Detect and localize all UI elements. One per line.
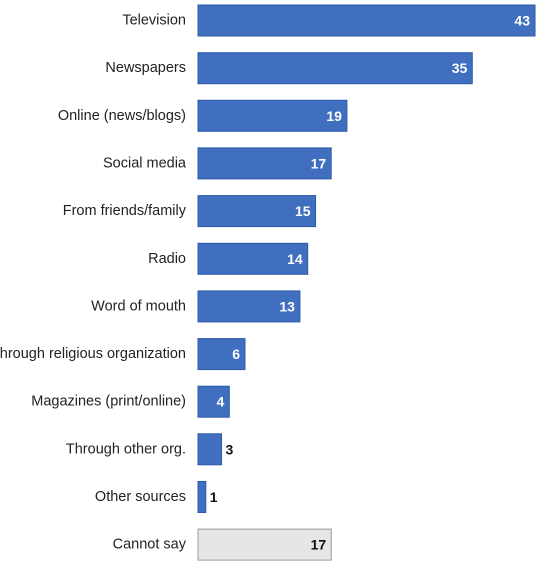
bar-online-news-blogs (197, 99, 348, 132)
value-label-newspapers: 35 (452, 60, 468, 76)
value-label-through-other-org: 3 (226, 441, 234, 457)
bar-other-sources (197, 481, 207, 513)
value-label-radio: 14 (287, 251, 303, 267)
value-label-magazines-print-online: 4 (217, 394, 225, 410)
value-label-word-of-mouth: 13 (279, 298, 295, 314)
category-label-cannot-say: Cannot say (113, 537, 187, 553)
category-label-online-news-blogs: Online (news/blogs) (58, 108, 186, 124)
value-label-online-news-blogs: 19 (326, 108, 342, 124)
category-label-radio: Radio (148, 251, 186, 267)
category-label-social-media: Social media (103, 155, 187, 171)
bar-social-media (197, 147, 332, 180)
bar-television (197, 4, 536, 37)
value-label-television: 43 (514, 13, 530, 29)
category-label-through-religious-organization: Through religious organization (0, 346, 186, 362)
bar-word-of-mouth (197, 290, 301, 323)
category-label-other-sources: Other sources (95, 489, 186, 505)
value-label-other-sources: 1 (210, 489, 218, 505)
value-label-cannot-say: 17 (311, 537, 327, 553)
category-label-newspapers: Newspapers (105, 60, 186, 76)
value-label-social-media: 17 (311, 155, 327, 171)
category-label-from-friends-family: From friends/family (63, 203, 187, 219)
bar-magazines-print-online (197, 385, 230, 418)
bar-through-religious-organization (197, 338, 246, 371)
value-label-through-religious-organization: 6 (232, 346, 240, 362)
bar-from-friends-family (197, 195, 317, 228)
value-label-from-friends-family: 15 (295, 203, 311, 219)
bar-cannot-say (197, 528, 332, 561)
bar-through-other-org (197, 433, 222, 466)
category-label-through-other-org: Through other org. (66, 441, 186, 457)
category-label-television: Television (122, 13, 186, 29)
bar-newspapers (197, 52, 473, 85)
category-label-word-of-mouth: Word of mouth (91, 298, 186, 314)
bar-radio (197, 242, 309, 275)
category-label-magazines-print-online: Magazines (print/online) (31, 394, 186, 410)
